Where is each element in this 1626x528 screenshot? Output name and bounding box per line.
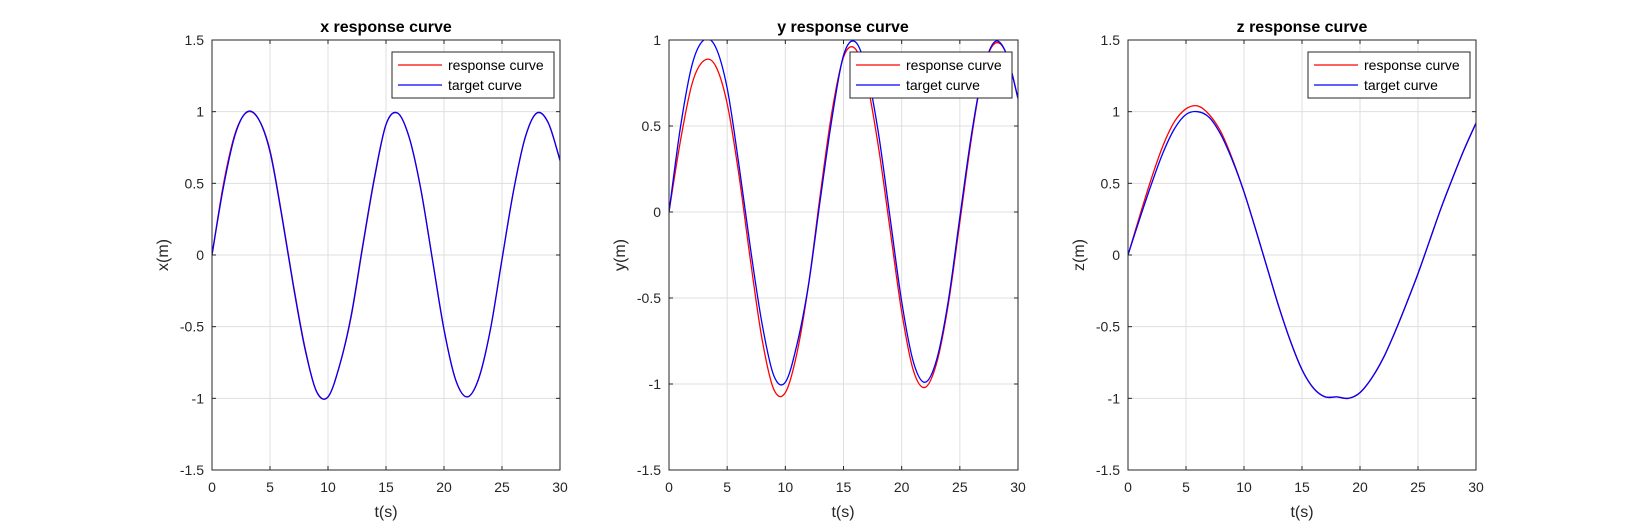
- y-tick-label: 0.5: [185, 175, 205, 191]
- y-tick-label: 0.5: [1101, 175, 1121, 191]
- x-tick-label: 15: [1294, 479, 1310, 495]
- chart-title: x response curve: [320, 19, 452, 36]
- legend: response curve target curve: [1307, 51, 1471, 99]
- legend-label: target curve: [448, 77, 522, 93]
- y-tick-label: 1: [1112, 104, 1120, 120]
- x-axis-label: t(s): [831, 504, 854, 521]
- x-tick-label: 25: [494, 479, 510, 495]
- x-tick-label: 30: [1468, 479, 1484, 495]
- tick-marks: 0 5 10 15 20 25 30 -1.5 -1 -0.5 0 0.5 1 1.5: [180, 32, 568, 495]
- y-tick-label: -0.5: [637, 290, 661, 306]
- x-tick-label: 20: [436, 479, 452, 495]
- x-axis-label: t(s): [1290, 504, 1313, 521]
- legend-box: [391, 51, 555, 99]
- x-tick-label: 20: [1352, 479, 1368, 495]
- x-tick-label: 0: [665, 479, 673, 495]
- subplot-y-response: 0 5 10 15 20 25 30 -1.5 -1 -0.5 0 0.5 1 y response c…: [612, 19, 1026, 521]
- y-tick-label: -1: [1108, 390, 1121, 406]
- chart-title: y response curve: [777, 19, 909, 36]
- y-tick-label: 0: [1112, 247, 1120, 263]
- x-tick-label: 15: [836, 479, 852, 495]
- series-line-target: [212, 110, 560, 400]
- legend: response curve target curve: [849, 51, 1013, 99]
- x-tick-label: 10: [1236, 479, 1252, 495]
- y-tick-label: 0: [196, 247, 204, 263]
- y-tick-label: 1: [653, 32, 661, 48]
- y-tick-label: -0.5: [180, 319, 204, 335]
- x-tick-label: 10: [778, 479, 794, 495]
- y-axis-label: y(m): [612, 239, 629, 271]
- x-tick-label: 5: [1182, 479, 1190, 495]
- series-layer: [1128, 104, 1476, 400]
- legend-label: target curve: [906, 77, 980, 93]
- y-tick-label: 1: [196, 104, 204, 120]
- series-layer: [669, 40, 1018, 398]
- x-tick-label: 5: [723, 479, 731, 495]
- y-tick-label: -1.5: [1096, 462, 1120, 478]
- y-tick-label: 0: [653, 204, 661, 220]
- series-line-target: [669, 40, 1018, 386]
- legend-label: response curve: [1364, 57, 1460, 73]
- x-tick-label: 15: [378, 479, 394, 495]
- y-tick-label: -1.5: [637, 462, 661, 478]
- y-tick-label: 0.5: [642, 118, 662, 134]
- x-tick-label: 20: [894, 479, 910, 495]
- x-tick-label: 25: [952, 479, 968, 495]
- y-axis-label: z(m): [1071, 239, 1088, 271]
- legend-box: [849, 51, 1013, 99]
- x-tick-label: 5: [266, 479, 274, 495]
- x-tick-label: 30: [552, 479, 568, 495]
- legend-label: response curve: [448, 57, 544, 73]
- y-tick-label: -0.5: [1096, 319, 1120, 335]
- x-tick-label: 25: [1410, 479, 1426, 495]
- series-line-target: [1128, 110, 1476, 400]
- y-tick-label: -1.5: [180, 462, 204, 478]
- y-tick-label: -1: [649, 376, 662, 392]
- subplot-z-response: 0 5 10 15 20 25 30 -1.5 -1 -0.5 0 0.5 1 1.5 z respons…: [1071, 19, 1484, 521]
- y-tick-label: -1: [192, 390, 205, 406]
- chart-title: z response curve: [1237, 19, 1368, 36]
- series-layer: [212, 110, 560, 400]
- subplot-x-response: 0 5 10 15 20 25 30 -1.5 -1 -0.5 0 0.5 1 1.5 x respons…: [155, 19, 568, 521]
- tick-marks: 0 5 10 15 20 25 30 -1.5 -1 -0.5 0 0.5 1 1.5: [1096, 32, 1484, 495]
- x-tick-label: 10: [320, 479, 336, 495]
- legend: response curve target curve: [391, 51, 555, 99]
- y-tick-label: 1.5: [1101, 32, 1121, 48]
- x-tick-label: 0: [208, 479, 216, 495]
- x-tick-label: 30: [1010, 479, 1026, 495]
- x-axis-label: t(s): [374, 504, 397, 521]
- tick-marks: 0 5 10 15 20 25 30 -1.5 -1 -0.5 0 0.5 1: [637, 32, 1026, 495]
- y-tick-label: 1.5: [185, 32, 205, 48]
- y-axis-label: x(m): [155, 239, 172, 271]
- legend-box: [1307, 51, 1471, 99]
- x-tick-label: 0: [1124, 479, 1132, 495]
- legend-label: response curve: [906, 57, 1002, 73]
- legend-label: target curve: [1364, 77, 1438, 93]
